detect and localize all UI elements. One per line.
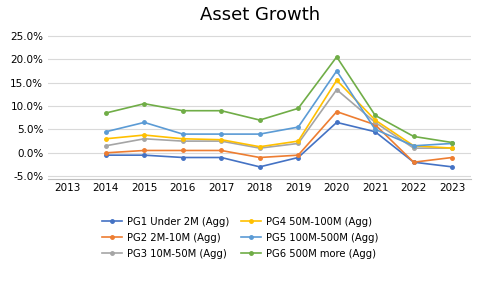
PG2 2M-10M (Agg) (372, 123, 377, 126)
PG3 10M-50M (Agg) (295, 142, 300, 145)
PG3 10M-50M (Agg) (410, 146, 416, 150)
PG5 100M-500M (Agg) (180, 132, 185, 136)
PG5 100M-500M (Agg) (218, 132, 224, 136)
PG5 100M-500M (Agg) (410, 144, 416, 147)
Legend: PG1 Under 2M (Agg), PG2 2M-10M (Agg), PG3 10M-50M (Agg), PG4 50M-100M (Agg), PG5: PG1 Under 2M (Agg), PG2 2M-10M (Agg), PG… (98, 213, 382, 263)
Line: PG4 50M-100M (Agg): PG4 50M-100M (Agg) (104, 79, 453, 150)
PG2 2M-10M (Agg) (295, 154, 300, 157)
PG6 500M more (Agg) (256, 118, 262, 122)
PG3 10M-50M (Agg) (256, 146, 262, 150)
PG1 Under 2M (Agg) (448, 165, 454, 168)
PG4 50M-100M (Agg) (372, 118, 377, 122)
PG6 500M more (Agg) (103, 111, 108, 115)
Line: PG5 100M-500M (Agg): PG5 100M-500M (Agg) (104, 69, 453, 147)
PG1 Under 2M (Agg) (410, 160, 416, 164)
PG6 500M more (Agg) (448, 141, 454, 144)
Line: PG6 500M more (Agg): PG6 500M more (Agg) (104, 55, 453, 144)
PG2 2M-10M (Agg) (256, 156, 262, 159)
PG1 Under 2M (Agg) (372, 130, 377, 134)
PG3 10M-50M (Agg) (333, 88, 339, 91)
PG5 100M-500M (Agg) (295, 125, 300, 129)
PG2 2M-10M (Agg) (141, 149, 147, 152)
Line: PG2 2M-10M (Agg): PG2 2M-10M (Agg) (104, 110, 453, 164)
PG4 50M-100M (Agg) (295, 139, 300, 143)
PG1 Under 2M (Agg) (333, 121, 339, 124)
PG5 100M-500M (Agg) (256, 132, 262, 136)
PG4 50M-100M (Agg) (410, 144, 416, 147)
PG1 Under 2M (Agg) (218, 156, 224, 159)
PG6 500M more (Agg) (410, 135, 416, 138)
PG3 10M-50M (Agg) (448, 146, 454, 150)
PG1 Under 2M (Agg) (295, 156, 300, 159)
PG2 2M-10M (Agg) (410, 160, 416, 164)
PG4 50M-100M (Agg) (333, 79, 339, 82)
PG3 10M-50M (Agg) (372, 121, 377, 124)
PG2 2M-10M (Agg) (103, 151, 108, 155)
PG5 100M-500M (Agg) (448, 142, 454, 145)
Line: PG1 Under 2M (Agg): PG1 Under 2M (Agg) (104, 121, 453, 168)
Title: Asset Growth: Asset Growth (199, 6, 319, 24)
PG5 100M-500M (Agg) (103, 130, 108, 134)
PG1 Under 2M (Agg) (103, 154, 108, 157)
PG2 2M-10M (Agg) (218, 149, 224, 152)
PG6 500M more (Agg) (295, 107, 300, 110)
PG1 Under 2M (Agg) (256, 165, 262, 168)
PG4 50M-100M (Agg) (448, 146, 454, 150)
PG6 500M more (Agg) (141, 102, 147, 105)
PG5 100M-500M (Agg) (372, 128, 377, 131)
PG2 2M-10M (Agg) (448, 156, 454, 159)
PG1 Under 2M (Agg) (180, 156, 185, 159)
PG2 2M-10M (Agg) (333, 110, 339, 113)
PG5 100M-500M (Agg) (333, 69, 339, 73)
PG5 100M-500M (Agg) (141, 121, 147, 124)
PG4 50M-100M (Agg) (141, 133, 147, 137)
PG3 10M-50M (Agg) (180, 139, 185, 143)
PG2 2M-10M (Agg) (180, 149, 185, 152)
PG4 50M-100M (Agg) (180, 137, 185, 141)
PG3 10M-50M (Agg) (141, 137, 147, 141)
PG6 500M more (Agg) (218, 109, 224, 112)
PG4 50M-100M (Agg) (256, 145, 262, 149)
PG1 Under 2M (Agg) (141, 154, 147, 157)
PG6 500M more (Agg) (333, 55, 339, 59)
PG6 500M more (Agg) (180, 109, 185, 112)
Line: PG3 10M-50M (Agg): PG3 10M-50M (Agg) (104, 88, 453, 150)
PG4 50M-100M (Agg) (103, 137, 108, 141)
PG4 50M-100M (Agg) (218, 138, 224, 141)
PG3 10M-50M (Agg) (103, 144, 108, 147)
PG3 10M-50M (Agg) (218, 139, 224, 143)
PG6 500M more (Agg) (372, 114, 377, 117)
